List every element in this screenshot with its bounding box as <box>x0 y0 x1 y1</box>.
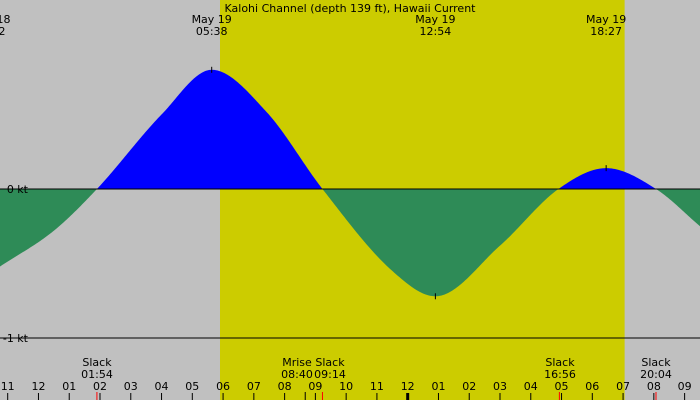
bottom-event-time: 09:14 <box>314 368 346 381</box>
hour-tick-label: 03 <box>124 380 138 393</box>
hour-tick-label: 07 <box>616 380 630 393</box>
event-date-label: May 19 <box>586 13 626 26</box>
hour-tick-label: 06 <box>216 380 230 393</box>
hour-tick-label: 01 <box>62 380 76 393</box>
bottom-event-label: Slack <box>82 356 112 369</box>
hour-axis: 11 12 01 02 03 04 05 06 07 08 09 10 11 12 01 02 03 04 05 06… <box>1 380 692 400</box>
bottom-event-label: Slack <box>545 356 575 369</box>
bottom-event-time: 01:54 <box>81 368 113 381</box>
hour-tick-label: 02 <box>93 380 107 393</box>
event-date-label: May 19 <box>192 13 232 26</box>
hour-tick-label: 04 <box>155 380 169 393</box>
hour-tick-label: 06 <box>585 380 599 393</box>
bottom-event-label: Slack <box>315 356 345 369</box>
bottom-event-time: 08:40 <box>281 368 313 381</box>
bottom-event-time: 16:56 <box>544 368 576 381</box>
hour-tick-label: 02 <box>462 380 476 393</box>
chart-title: Kalohi Channel (depth 139 ft), Hawaii Cu… <box>225 2 477 15</box>
hour-tick-label: 04 <box>524 380 538 393</box>
hour-tick-label: 08 <box>647 380 661 393</box>
ebb-current-area <box>0 189 700 297</box>
hour-tick-label: 01 <box>431 380 445 393</box>
y-axis: 0 kt -1 kt <box>0 183 700 345</box>
hour-tick-label: 11 <box>370 380 384 393</box>
event-date-label: May 19 <box>415 13 455 26</box>
hour-tick-label: 08 <box>278 380 292 393</box>
hour-tick-label: 10 <box>339 380 353 393</box>
bottom-event-time: 20:04 <box>640 368 672 381</box>
hour-tick-label: 12 <box>31 380 45 393</box>
bottom-event-label: Slack <box>641 356 671 369</box>
hour-tick-label: 09 <box>308 380 322 393</box>
event-time-label: 42 <box>0 25 5 38</box>
hour-tick-label: 05 <box>555 380 569 393</box>
event-time-label: 18:27 <box>590 25 622 38</box>
flood-current-area <box>0 69 700 189</box>
event-time-label: 12:54 <box>420 25 452 38</box>
hour-tick-label: 05 <box>185 380 199 393</box>
y-tick-label: -1 kt <box>3 332 29 345</box>
hour-tick-label: 03 <box>493 380 507 393</box>
hour-tick-label: 09 <box>678 380 692 393</box>
event-date-label: y 18 <box>0 13 10 26</box>
event-time-label: 05:38 <box>196 25 228 38</box>
slack-moon-labels: Slack01:54Mrise08:40Slack09:14Slack16:56… <box>81 356 672 400</box>
bottom-event-label: Mrise <box>282 356 312 369</box>
hour-tick-label: 12 <box>401 380 415 393</box>
hour-tick-label: 11 <box>1 380 15 393</box>
hour-tick-label: 07 <box>247 380 261 393</box>
y-tick-label: 0 kt <box>7 183 29 196</box>
